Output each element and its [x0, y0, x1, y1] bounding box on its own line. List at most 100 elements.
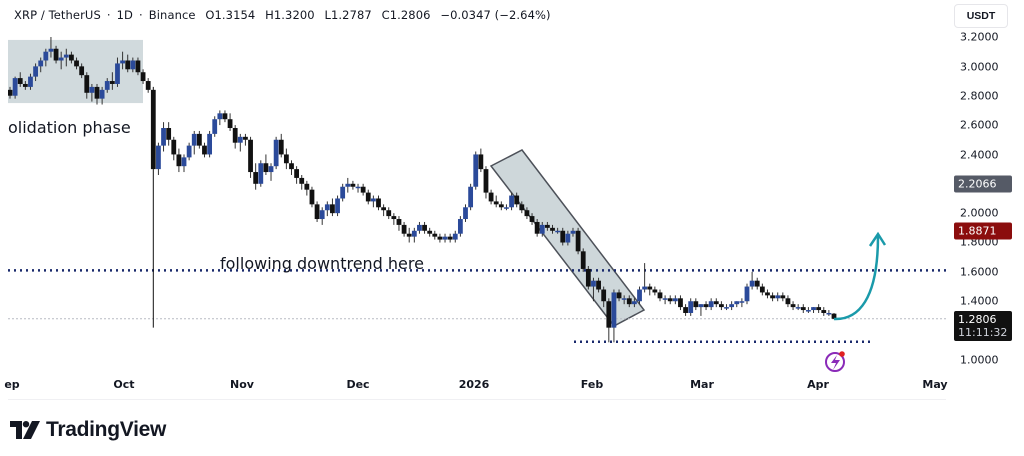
candle-body	[672, 298, 678, 302]
candle-body	[268, 166, 274, 173]
candle-body	[509, 195, 514, 208]
last-price-value: 1.2806	[958, 313, 997, 326]
candle-body	[140, 72, 146, 82]
candle-body	[135, 60, 141, 73]
annotation-consolidation-phase: olidation phase	[8, 118, 131, 137]
candle-body	[437, 236, 443, 240]
candle-body	[739, 301, 745, 303]
candle-body	[181, 157, 187, 167]
chart-pane[interactable]: olidation phase following downtrend here	[8, 0, 946, 400]
forecast-arrow-head	[868, 231, 887, 247]
candle-body	[749, 280, 755, 287]
candle-body	[401, 224, 407, 234]
candle-body	[202, 145, 207, 155]
candle-body	[616, 292, 622, 299]
candle-body	[821, 310, 827, 313]
candle-body	[258, 163, 264, 184]
candle-body	[370, 198, 376, 202]
candle-body	[703, 304, 709, 308]
time-label: May	[922, 378, 948, 391]
candle-body	[555, 230, 561, 233]
candle-body	[355, 186, 361, 189]
candle-body	[816, 307, 822, 311]
candle-body	[150, 89, 156, 170]
candle-body	[806, 310, 811, 312]
candle-body	[790, 304, 796, 308]
candle-body	[207, 133, 213, 155]
candle-body	[457, 219, 463, 234]
price-tick: 2.0000	[960, 206, 999, 220]
time-label: Apr	[807, 378, 829, 391]
candle-body	[12, 78, 18, 96]
candle-body	[79, 66, 85, 76]
candle-body	[417, 224, 422, 231]
candle-body	[442, 236, 448, 240]
price-tick: 2.6000	[960, 118, 999, 132]
candle-body	[621, 298, 627, 300]
candle-body	[713, 301, 719, 305]
candle-body	[345, 183, 351, 187]
candle-body	[754, 280, 760, 287]
price-tick: 1.0000	[960, 353, 999, 367]
candle-body	[452, 233, 458, 240]
candle-body	[693, 301, 699, 308]
candle-body	[63, 54, 69, 58]
candle-body	[534, 221, 540, 234]
lightning-bolt-icon[interactable]	[825, 351, 845, 372]
candle-body	[811, 307, 816, 311]
candle-body	[422, 224, 427, 231]
price-tick: 3.0000	[960, 60, 999, 74]
candle-body	[304, 183, 310, 190]
candle-body	[432, 233, 438, 237]
candle-body	[662, 298, 668, 300]
annotation-downtrend: following downtrend here	[220, 254, 424, 273]
consolidation-zone	[8, 39, 143, 104]
price-tick: 1.4000	[960, 294, 999, 308]
candle-body	[69, 54, 74, 61]
candle-body	[498, 204, 504, 208]
ohlc-change: −0.0347 (−2.64%)	[440, 8, 551, 22]
candle-body	[708, 301, 714, 308]
time-label: Oct	[113, 378, 135, 391]
currency-selector[interactable]: USDT	[954, 4, 1008, 28]
candle-body	[478, 154, 484, 170]
price-scale[interactable]: USDT 3.2000 3.0000 2.8000 2.6000 2.4000 …	[946, 0, 1016, 400]
candle-body	[289, 163, 294, 170]
candle-body	[483, 169, 489, 193]
candle-body	[631, 301, 637, 305]
price-label-alert: 1.8871	[954, 222, 1012, 240]
candle-body	[28, 76, 33, 87]
candle-body	[688, 301, 694, 313]
candle-body	[606, 301, 612, 328]
candle-body	[48, 48, 54, 52]
candle-body	[273, 139, 279, 167]
candle-body	[222, 113, 228, 120]
candle-body	[544, 224, 550, 228]
candle-body	[667, 298, 673, 302]
candle-body	[38, 60, 44, 67]
candle-body	[314, 204, 320, 220]
time-label: Feb	[580, 378, 604, 391]
candle-body	[488, 192, 494, 202]
candle-body	[309, 189, 315, 205]
candle-body	[99, 89, 105, 99]
candle-body	[529, 216, 535, 222]
candlestick-plot[interactable]	[8, 0, 946, 372]
time-axis[interactable]: ep Oct Nov Dec 2026 Feb Mar Apr May	[4, 372, 948, 400]
candle-body	[391, 216, 397, 220]
symbol-name[interactable]: XRP / TetherUS	[14, 8, 101, 22]
symbol-header: XRP / TetherUS · 1D · Binance O1.3154 H1.320…	[14, 8, 551, 22]
candle-body	[145, 81, 151, 90]
ohlc-low: L1.2787	[324, 8, 372, 22]
price-tick: 1.6000	[960, 265, 999, 279]
tradingview-logo[interactable]: TradingView	[10, 418, 166, 442]
candle-body	[115, 63, 120, 84]
interval[interactable]: 1D	[116, 8, 133, 22]
candle-body	[611, 292, 617, 328]
candle-body	[191, 133, 197, 146]
candle-body	[74, 60, 79, 67]
candle-body	[780, 295, 786, 299]
time-label: Mar	[690, 378, 714, 391]
candle-body	[734, 301, 740, 305]
candle-body	[365, 192, 371, 202]
